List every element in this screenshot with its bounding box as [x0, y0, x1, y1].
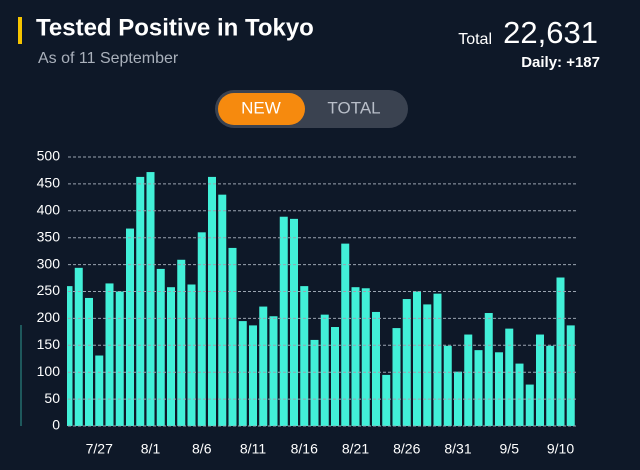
y-tick-label: 400	[37, 202, 61, 218]
bar	[413, 291, 421, 426]
bar	[351, 287, 360, 426]
bar	[115, 291, 124, 426]
total-label: Total	[458, 31, 492, 48]
bar	[331, 327, 339, 426]
bar	[525, 384, 534, 426]
x-tick-label: 8/16	[291, 441, 318, 457]
y-tick-label: 0	[52, 417, 60, 433]
bar	[300, 286, 309, 426]
y-tick-label: 450	[37, 175, 61, 191]
bar	[95, 355, 104, 426]
bar	[320, 314, 329, 426]
bar	[372, 311, 380, 426]
bar	[279, 216, 288, 426]
x-tick-label: 8/26	[393, 441, 420, 457]
x-tick-label: 8/31	[444, 441, 471, 457]
bar	[464, 334, 473, 426]
plot	[67, 172, 575, 426]
title: Tested Positive in Tokyo	[36, 14, 314, 41]
bar	[433, 293, 442, 426]
bar	[269, 316, 278, 426]
bar	[423, 304, 432, 426]
bar	[566, 325, 575, 426]
toggle-new-label[interactable]: NEW	[241, 98, 281, 117]
y-tick-label: 250	[37, 282, 61, 298]
bar	[341, 243, 350, 426]
bar	[536, 334, 544, 426]
y-tick-label: 300	[37, 255, 61, 271]
toggle-total-label[interactable]: TOTAL	[327, 98, 380, 117]
bar	[218, 194, 227, 426]
bar	[208, 176, 216, 426]
bar	[402, 299, 411, 426]
bar	[290, 218, 298, 426]
x-tick-label: 7/27	[86, 441, 113, 457]
x-tick-label: 8/21	[342, 441, 369, 457]
y-tick-label: 200	[37, 309, 61, 325]
bar	[249, 325, 257, 426]
bar	[238, 321, 247, 426]
y-tick-label: 500	[37, 148, 61, 164]
title-accent	[18, 17, 22, 44]
bar	[259, 306, 268, 426]
bar	[105, 283, 114, 426]
y-tick-label: 50	[44, 390, 60, 406]
subtitle: As of 11 September	[38, 50, 179, 67]
y-tick-label: 100	[37, 363, 61, 379]
x-tick-label: 9/5	[500, 441, 520, 457]
daily: Daily: +187	[521, 54, 600, 71]
bar	[228, 247, 237, 426]
bar	[556, 277, 565, 426]
y-tick-label: 150	[37, 336, 61, 352]
bar	[443, 345, 452, 426]
bar	[495, 352, 503, 426]
x-tick-label: 9/10	[547, 441, 574, 457]
bar	[484, 313, 493, 426]
x-tick-label: 8/11	[240, 441, 266, 457]
bar	[474, 350, 483, 426]
bar	[177, 259, 186, 426]
bar	[392, 328, 401, 426]
bar	[167, 287, 175, 426]
bar	[136, 176, 145, 426]
total-value: 22,631	[503, 15, 598, 50]
y-tick-label: 350	[37, 228, 61, 244]
bar	[146, 172, 155, 426]
bar	[187, 284, 196, 426]
bar	[126, 228, 134, 426]
bar	[197, 232, 206, 426]
toggle-new[interactable]	[218, 93, 305, 125]
bar	[156, 268, 165, 426]
bar	[382, 374, 391, 426]
bar	[74, 267, 83, 426]
bar	[85, 297, 93, 426]
x-tick-label: 8/1	[141, 441, 161, 457]
x-tick-label: 8/6	[192, 441, 212, 457]
bar	[546, 345, 555, 426]
bar	[505, 328, 514, 426]
bar	[67, 286, 73, 426]
bar	[361, 288, 370, 426]
bar	[515, 363, 524, 426]
bar	[310, 339, 319, 426]
